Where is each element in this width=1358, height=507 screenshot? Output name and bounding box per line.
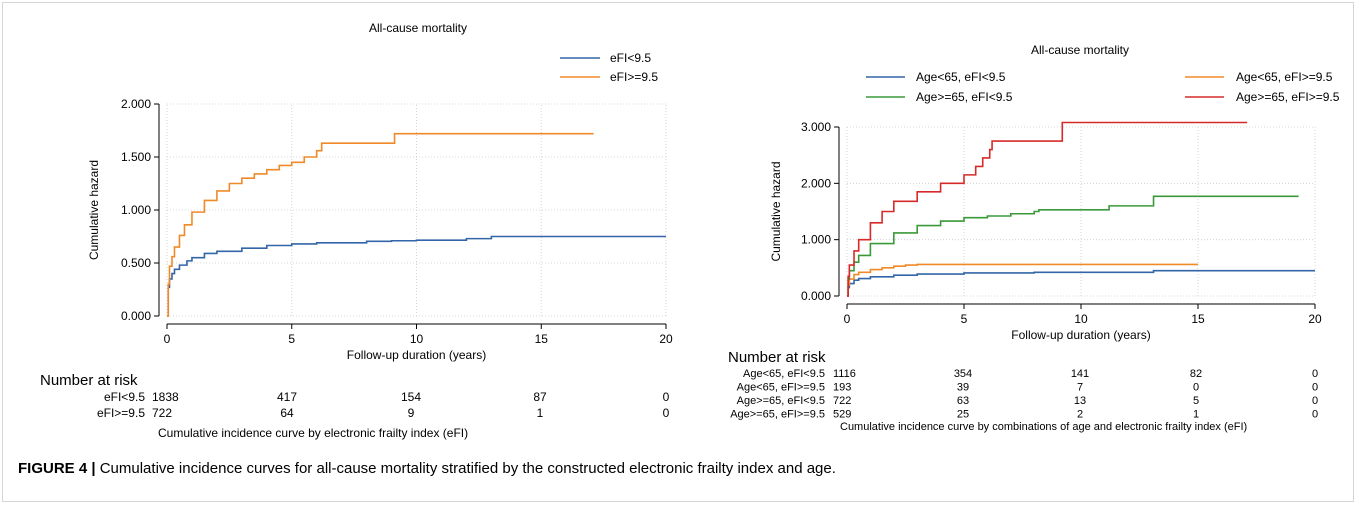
chart1-risk-cell: 64: [280, 406, 294, 420]
chart2-ytick-label-1: 1.000: [801, 233, 831, 247]
chart1-xtick-label-4: 20: [659, 332, 673, 346]
chart2-risk-cell: 0: [1312, 409, 1318, 421]
chart2-risk-cell: 0: [1312, 395, 1318, 407]
chart1-risk-cell: 0: [663, 406, 670, 420]
chart2-risk-row-label-0: Age<65, eFI<9.5: [743, 368, 825, 380]
chart1-risk-cell: 9: [408, 406, 415, 420]
chart2-risk-row-label-2: Age>=65, eFI<9.5: [737, 395, 825, 407]
chart1-risk-cell: 722: [152, 406, 172, 420]
chart2-risk-cell: 141: [1071, 368, 1089, 380]
chart2-risk-cell: 1: [1193, 409, 1199, 421]
chart1-ytick-label-1: 0.500: [121, 256, 151, 270]
chart1-title: All-cause mortality: [369, 21, 467, 35]
chart1-risk-cell: 0: [663, 390, 670, 404]
chart2-legend-label-3: Age>=65, eFI>=9.5: [1236, 90, 1340, 104]
chart2-legend-label-1: Age<65, eFI>=9.5: [1236, 70, 1333, 84]
chart2-risk-cell: 354: [954, 368, 972, 380]
chart1-series-line-0: [167, 235, 666, 317]
chart1-risk-cell: 1: [537, 406, 544, 420]
chart2-xtick-label-4: 20: [1308, 312, 1322, 326]
chart2-risk-row-label-1: Age<65, eFI>=9.5: [737, 382, 825, 394]
chart2-ytick-label-3: 3.000: [801, 120, 831, 134]
chart1-risk-cell: 417: [277, 390, 297, 404]
chart2-risk-cell: 2: [1077, 409, 1083, 421]
chart1-xtick-label-1: 5: [288, 332, 295, 346]
chart1-series-line-1: [167, 132, 594, 317]
chart2-series-line-1: [847, 263, 1198, 297]
chart2-risk-row-label-3: Age>=65, eFI>=9.5: [730, 409, 825, 421]
chart1-ytick-label-2: 1.000: [121, 203, 151, 217]
chart2-xtick-label-1: 5: [961, 312, 968, 326]
chart2-risk-cell: 0: [1312, 382, 1318, 394]
chart2-title: All-cause mortality: [1031, 43, 1129, 57]
chart1-legend-label-1: eFI>=9.5: [610, 70, 658, 84]
chart2-xlabel: Follow-up duration (years): [1011, 328, 1150, 342]
chart1-xtick-label-3: 15: [535, 332, 549, 346]
chart2-risk-cell: 193: [833, 382, 851, 394]
chart2-risk-cell: 1116: [833, 368, 856, 380]
caption-text: Cumulative incidence curves for all-caus…: [95, 460, 836, 477]
chart2-risk-cell: 39: [957, 382, 969, 394]
chart2-ytick-label-2: 2.000: [801, 176, 831, 190]
chart1-risk-heading: Number at risk: [40, 372, 138, 389]
chart2-risk-cell: 25: [957, 409, 969, 421]
chart2-risk-cell: 13: [1074, 395, 1086, 407]
caption-label: FIGURE 4 |: [18, 460, 96, 477]
chart2-xtick-label-0: 0: [844, 312, 851, 326]
chart2-risk-cell: 0: [1193, 382, 1199, 394]
chart1-xtick-label-0: 0: [164, 332, 171, 346]
chart1-ylabel: Cumulative hazard: [87, 160, 101, 260]
chart2-risk-cell: 722: [833, 395, 851, 407]
chart1-risk-row-label-1: eFI>=9.5: [97, 406, 145, 420]
chart2-risk-cell: 63: [957, 395, 969, 407]
chart2-risk-cell: 82: [1190, 368, 1202, 380]
chart1-risk-note: Cumulative incidence curve by electronic…: [158, 426, 468, 440]
chart1-risk-cell: 87: [533, 390, 547, 404]
chart1-ytick-label-4: 2.000: [121, 97, 151, 111]
chart1-xtick-label-2: 10: [410, 332, 424, 346]
chart1-legend-label-0: eFI<9.5: [610, 51, 651, 65]
chart1-risk-cell: 1838: [152, 390, 179, 404]
chart2-risk-heading: Number at risk: [728, 349, 826, 366]
figure-caption: FIGURE 4 | Cumulative incidence curves f…: [18, 460, 836, 477]
chart2-ylabel: Cumulative hazard: [769, 161, 783, 261]
chart2-risk-cell: 5: [1193, 395, 1199, 407]
chart1-ytick-label-0: 0.000: [121, 309, 151, 323]
chart2-xtick-label-2: 10: [1074, 312, 1088, 326]
chart2-series-line-2: [847, 195, 1299, 297]
chart2-risk-note: Cumulative incidence curve by combinatio…: [840, 421, 1247, 433]
chart1-ytick-label-3: 1.500: [121, 150, 151, 164]
chart1-xlabel: Follow-up duration (years): [347, 348, 486, 362]
chart2-xtick-label-3: 15: [1191, 312, 1205, 326]
chart2-ytick-label-0: 0.000: [801, 289, 831, 303]
chart2-risk-cell: 7: [1077, 382, 1083, 394]
chart2-risk-cell: 0: [1312, 368, 1318, 380]
chart2-series-line-3: [847, 121, 1248, 297]
chart1-risk-row-label-0: eFI<9.5: [104, 390, 145, 404]
chart1-risk-cell: 154: [401, 390, 421, 404]
chart2-legend-label-0: Age<65, eFI<9.5: [916, 70, 1006, 84]
chart2-risk-cell: 529: [833, 409, 851, 421]
chart2-legend-label-2: Age>=65, eFI<9.5: [916, 90, 1013, 104]
